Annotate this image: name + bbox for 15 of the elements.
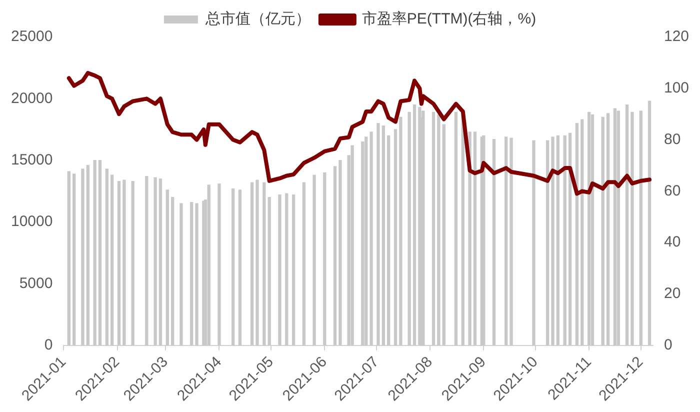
- y-tick-label: 20000: [10, 90, 53, 107]
- y2-tick-label: 40: [664, 234, 681, 251]
- y-tick-label: 0: [44, 336, 53, 354]
- y2-tick-label: 100: [664, 80, 690, 97]
- y-tick-label: 10000: [10, 213, 53, 230]
- legend-label: 市盈率PE(TTM)(右轴，%): [362, 10, 536, 28]
- y-tick-label: 5000: [19, 274, 53, 292]
- y2-tick-label: 20: [664, 285, 681, 302]
- legend-label: 总市值（亿元）: [204, 10, 310, 28]
- y-tick-label: 25000: [10, 28, 53, 46]
- y2-tick-label: 60: [664, 182, 681, 200]
- y2-tick-label: 0: [664, 336, 672, 354]
- y2-tick-label: 120: [664, 28, 690, 46]
- y2-tick-label: 80: [664, 130, 681, 148]
- y-tick-label: 15000: [10, 151, 53, 168]
